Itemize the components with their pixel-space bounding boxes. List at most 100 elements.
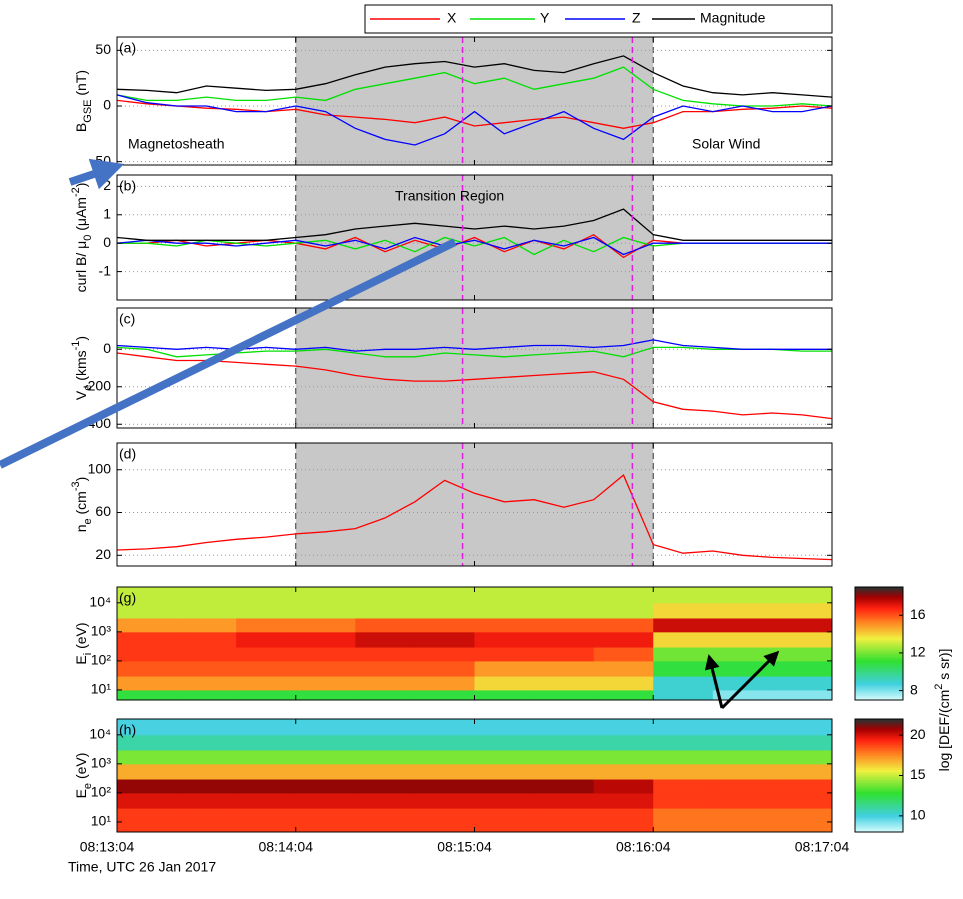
overlay-arrows [0, 158, 780, 710]
label-part: E [73, 789, 89, 798]
heat-cell [236, 676, 297, 691]
colorbar-swatch [855, 598, 903, 601]
heat-cell [414, 587, 475, 604]
legend-label: Y [540, 10, 550, 26]
colorbar-swatch [855, 809, 903, 812]
heat-cell [772, 763, 833, 780]
heat-cell [176, 602, 237, 619]
heat-cell [593, 792, 654, 809]
heat-cell [295, 631, 356, 648]
colorbar-tick-label: 12 [910, 644, 926, 660]
label-part: ) [73, 477, 89, 482]
colorbar-swatch [855, 784, 903, 788]
transition-shade [295, 308, 654, 428]
heat-cell [414, 617, 475, 633]
colorbar-swatch [855, 724, 903, 728]
colorbar-swatch [855, 664, 903, 667]
heat-cell [117, 660, 178, 677]
heat-cell [534, 779, 595, 794]
colorbar-swatch [855, 624, 903, 628]
colorbar-swatch [855, 588, 903, 592]
heat-cell [653, 821, 714, 833]
heat-cell [712, 660, 773, 677]
heat-cell [534, 719, 595, 736]
annotation: Magnetosheath [128, 136, 225, 152]
colorbar-swatch [855, 739, 903, 743]
y-tick-label: 10² [91, 784, 112, 800]
heat-cell [593, 763, 654, 780]
heat-cell [772, 647, 833, 662]
heat-cell [474, 808, 535, 823]
heat-cell [772, 631, 833, 648]
colorbar-swatch [855, 656, 903, 660]
heat-cell [295, 602, 356, 619]
heat-cell [712, 749, 773, 765]
colorbar-swatch [855, 801, 903, 805]
label-part: (nT) [73, 70, 89, 100]
heat-cell [355, 749, 416, 765]
heat-cell [772, 617, 833, 633]
heat-cell [236, 734, 297, 751]
y-tick-label: -200 [83, 377, 111, 393]
colorbar-swatch [855, 596, 903, 599]
heat-cell [414, 602, 475, 619]
y-tick-label: 60 [95, 503, 111, 519]
colorbar-swatch [855, 643, 903, 646]
colorbar-tick-label: 20 [910, 726, 926, 742]
colorbar-swatch [855, 651, 903, 654]
heat-cell [772, 660, 833, 677]
y-tick-label: 10¹ [91, 681, 112, 697]
colorbar-swatch [855, 786, 903, 790]
y-tick-label: 2 [103, 177, 111, 193]
heat-cell [712, 676, 773, 691]
colorbar-swatch [855, 620, 903, 624]
colorbar-swatch [855, 816, 903, 820]
colorbar-swatch [855, 773, 903, 776]
panel-label: (d) [119, 446, 136, 462]
heat-cell [176, 734, 237, 751]
colorbar-tick-label: 16 [910, 606, 926, 622]
heat-cell [176, 821, 237, 833]
colorbar-swatch [855, 766, 903, 769]
x-tick-label: 08:15:04 [437, 839, 492, 855]
label-part: e [82, 385, 94, 391]
heat-cell [236, 602, 297, 619]
heat-cell [236, 779, 297, 794]
heat-cell [176, 631, 237, 648]
heat-cell [355, 676, 416, 691]
heat-cell [653, 792, 714, 809]
colorbar-swatch [855, 752, 903, 756]
heat-cell [117, 647, 178, 662]
y-tick-label: 0 [103, 97, 111, 113]
heat-cell [593, 719, 654, 736]
heat-cell [236, 617, 297, 633]
heat-cell [653, 660, 714, 677]
heat-cell [117, 719, 178, 736]
label-part: V [73, 390, 89, 400]
heat-cell [474, 617, 535, 633]
transition-shade [295, 443, 654, 566]
label-part: i [82, 653, 94, 655]
series-line [116, 208, 832, 241]
colorbar-swatch [855, 741, 903, 744]
label-part: e [82, 783, 94, 789]
label-part: (kms [73, 350, 89, 384]
heat-cell [653, 676, 714, 691]
panel-label: (b) [119, 178, 136, 194]
colorbar-swatch [855, 807, 903, 810]
y-axis-label: Ei (eV) [73, 622, 94, 664]
y-tick-label: 50 [95, 41, 111, 57]
heat-cell [176, 719, 237, 736]
colorbar-swatch [855, 634, 903, 637]
heat-cell [176, 792, 237, 809]
heat-cell [236, 749, 297, 765]
series-line [116, 66, 833, 107]
heat-cell [414, 792, 475, 809]
heat-cell [534, 647, 595, 662]
heat-cell [236, 631, 297, 648]
heat-cell [414, 631, 475, 648]
heat-cell [236, 719, 297, 736]
series-line [116, 474, 833, 561]
y-axis-label: Ee (eV) [73, 753, 94, 799]
